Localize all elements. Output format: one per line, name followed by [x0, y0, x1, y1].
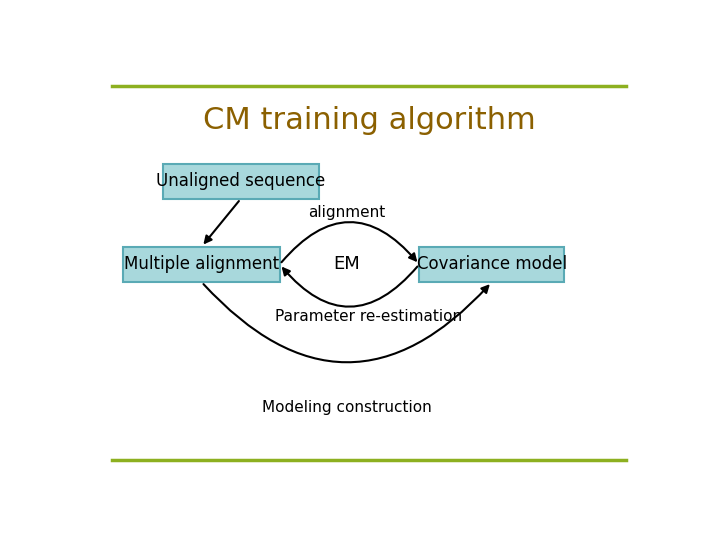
Text: Multiple alignment: Multiple alignment — [124, 255, 279, 273]
Text: Unaligned sequence: Unaligned sequence — [156, 172, 325, 190]
Text: CM training algorithm: CM training algorithm — [202, 106, 536, 136]
Text: Modeling construction: Modeling construction — [262, 400, 431, 415]
FancyBboxPatch shape — [163, 164, 319, 199]
Text: alignment: alignment — [308, 205, 385, 220]
Text: Covariance model: Covariance model — [417, 255, 567, 273]
FancyBboxPatch shape — [124, 247, 280, 282]
Text: EM: EM — [333, 255, 360, 273]
Text: Parameter re-estimation: Parameter re-estimation — [276, 309, 462, 324]
FancyBboxPatch shape — [419, 247, 564, 282]
